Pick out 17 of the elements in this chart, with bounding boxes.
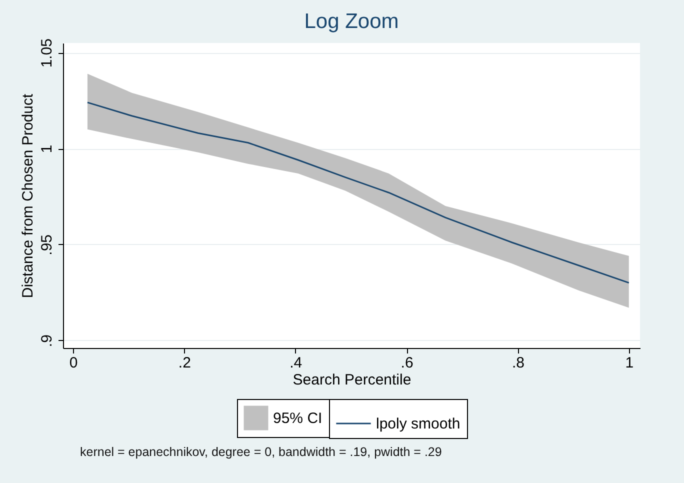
y-tick-label: .9 [38,334,56,348]
y-tick-label: 1 [38,144,56,154]
x-tick-label: .6 [400,354,414,372]
x-tick-label: .8 [512,354,524,372]
chart-title: Log Zoom [304,10,399,33]
x-tick-label: .4 [290,354,302,372]
legend-label: lpoly smooth [376,416,460,432]
x-tick-label: 0 [69,354,78,372]
x-axis-title: Search Percentile [292,372,412,388]
text: 95% CI [273,410,322,427]
y-axis-title: Distance from Chosen Product [20,93,36,298]
x-tick-label: .2 [178,354,191,372]
line-series [86,102,630,284]
text: kernel = epanechnikov, degree = 0, bandwidth = .19, pwidth = .29 [80,445,442,459]
y-tick-label: 1.05 [38,38,56,68]
x-tick-label: 1 [625,354,634,372]
y-tick-label: .95 [38,234,56,256]
